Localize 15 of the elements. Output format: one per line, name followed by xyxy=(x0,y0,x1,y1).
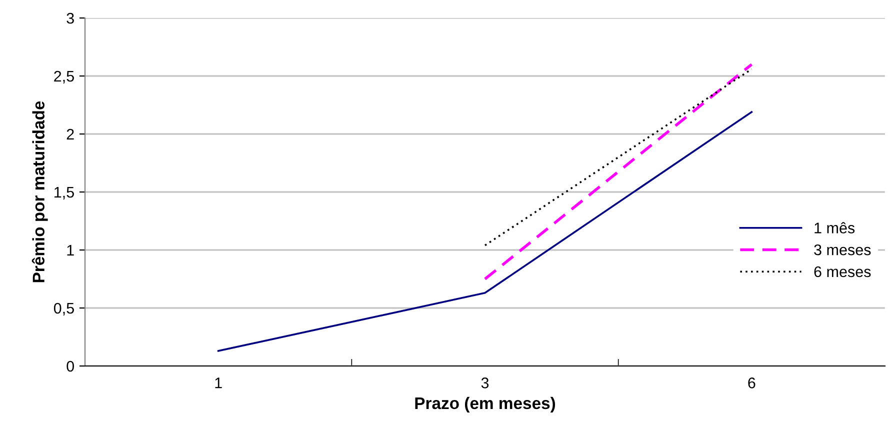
legend-label: 3 meses xyxy=(814,244,871,256)
y-tick-label: 0 xyxy=(66,360,74,372)
y-tick-label: 2,5 xyxy=(54,70,74,84)
y-tick-label: 0,5 xyxy=(54,302,74,316)
legend-label: 6 meses xyxy=(814,266,871,278)
y-tick-label: 1,5 xyxy=(54,187,74,200)
x-tick-label: 3 xyxy=(481,378,489,388)
x-axis-title: Prazo (em meses) xyxy=(415,396,556,412)
y-axis-title: Prêmio por maturidade xyxy=(32,101,48,282)
y-tick-label: 2 xyxy=(66,128,74,140)
y-tick-label: 1 xyxy=(67,245,74,256)
y-tick-label: 3 xyxy=(66,12,74,24)
x-tick-label: 1 xyxy=(215,378,222,388)
x-tick-label: 6 xyxy=(748,378,756,388)
legend-label: 1 mês xyxy=(814,222,855,234)
